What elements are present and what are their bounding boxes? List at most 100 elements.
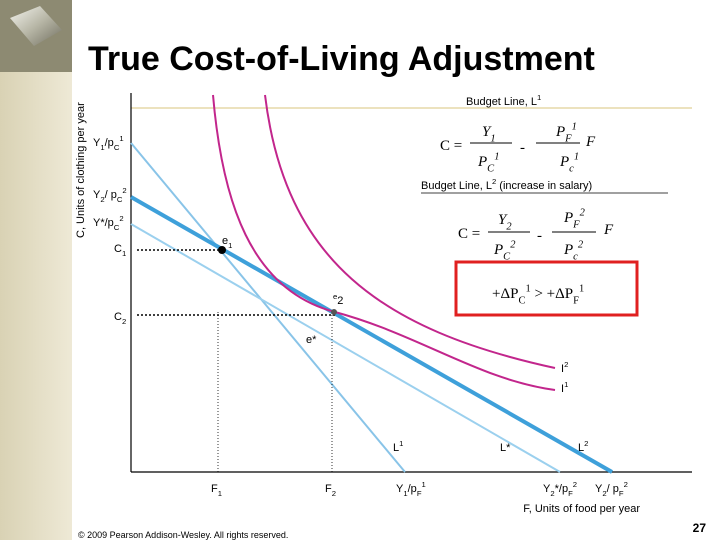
x-label: F1 <box>211 483 222 498</box>
text-part: P <box>563 210 573 226</box>
subscript: c <box>569 163 574 174</box>
content-bg <box>72 0 720 540</box>
text-part: / p <box>607 483 619 495</box>
indifference-curve-i2 <box>264 94 556 369</box>
point-label: e2 <box>333 292 343 307</box>
subscript: 2 <box>100 195 104 204</box>
superscript: 1 <box>537 93 541 102</box>
superscript: 2 <box>122 186 126 195</box>
subscript: C <box>503 251 511 262</box>
formula-term: Y1 <box>482 124 496 144</box>
subscript: C <box>117 195 123 204</box>
text-part: I <box>561 363 564 375</box>
formula-var: F <box>585 134 596 150</box>
subscript: c <box>573 251 578 262</box>
text-part: Y <box>482 124 492 140</box>
budget-line-label: Budget Line, L1 <box>466 93 541 108</box>
formula-lhs: C = <box>440 138 462 154</box>
superscript: 1 <box>564 380 568 389</box>
text-part: / p <box>105 189 117 201</box>
budget-line-label: Budget Line, L2 (increase in salary) <box>421 177 592 192</box>
superscript: 2 <box>564 360 568 369</box>
text-part: */p <box>555 483 568 495</box>
x-label: Y2/ pF2 <box>595 480 628 498</box>
subscript: F <box>619 489 624 498</box>
x-label: Y2*/pF2 <box>543 480 577 498</box>
text-part: P <box>563 242 573 258</box>
point-e1 <box>218 246 226 254</box>
y-label: C1 <box>114 243 126 258</box>
slide-title: True Cost-of-Living Adjustment <box>88 40 595 78</box>
superscript: 2 <box>584 439 588 448</box>
text-part: Budget Line, L <box>421 180 492 192</box>
text-part: /p <box>408 483 417 495</box>
subscript: 1 <box>490 133 495 144</box>
text-part: P <box>493 242 503 258</box>
text-part: L* <box>500 442 511 454</box>
text-part: > +ΔP <box>531 286 573 302</box>
subscript: 2 <box>550 489 554 498</box>
text-part: Y <box>543 483 551 495</box>
superscript: 1 <box>574 151 579 162</box>
superscript: 1 <box>525 283 530 294</box>
subscript: F <box>572 219 580 230</box>
highlight-box <box>454 260 639 317</box>
subscript: 1 <box>100 143 104 152</box>
point-e2 <box>331 309 337 315</box>
subscript: 1 <box>218 489 222 498</box>
text-part: e* <box>306 334 317 346</box>
point-label: e* <box>306 334 317 346</box>
subscript: 1 <box>122 249 126 258</box>
superscript: 1 <box>119 134 123 143</box>
text-part: Y <box>595 483 603 495</box>
superscript: 2 <box>624 480 628 489</box>
curve-label: I2 <box>561 360 568 375</box>
text-part: Y <box>396 483 404 495</box>
text-part: P <box>555 124 565 140</box>
text-part: Y <box>93 137 101 149</box>
text-part: Y <box>498 212 508 228</box>
formula-minus: - <box>520 140 525 156</box>
text-part: C <box>114 311 122 323</box>
formula-term: PC2 <box>493 239 516 262</box>
subscript: 2 <box>122 317 126 326</box>
formula: C = Y2 PC2 - PF2 Pc2 F <box>458 207 614 262</box>
subscript: 2 <box>506 221 512 232</box>
text-part: L <box>393 442 399 454</box>
text-part: C <box>114 243 122 255</box>
line-label: L1 <box>393 439 403 454</box>
y-label: Y*/pC2 <box>93 214 124 232</box>
subscript: 1 <box>403 489 407 498</box>
superscript: 2 <box>510 239 516 250</box>
x-axis-label: F, Units of food per year <box>523 503 640 515</box>
text-part: L <box>578 442 584 454</box>
formula-minus: - <box>537 228 542 244</box>
subscript: F <box>573 295 579 306</box>
formula-term: PF1 <box>555 121 577 144</box>
point-label: e1 <box>222 235 232 250</box>
line-label: L* <box>500 442 511 454</box>
subscript: C <box>518 295 525 306</box>
subscript: F <box>568 489 573 498</box>
text-part: /p <box>105 137 114 149</box>
cube-image <box>10 6 62 46</box>
text-part: I <box>561 383 564 395</box>
line-label: L2 <box>578 439 588 454</box>
formula-term: PF2 <box>563 207 586 230</box>
y-label: Y1/pC1 <box>93 134 124 152</box>
subscript: C <box>114 223 120 232</box>
text-part: e <box>222 235 228 247</box>
formula-term: Pc2 <box>563 239 584 262</box>
x-label: F2 <box>325 483 336 498</box>
superscript: 1 <box>572 121 577 132</box>
text-part: F <box>325 483 332 495</box>
text-part: (increase in salary) <box>496 180 592 192</box>
side-strip <box>0 0 72 540</box>
text-part: +ΔP <box>492 286 518 302</box>
text-part: 2 <box>337 295 343 307</box>
y-axis-label: C, Units of clothing per year <box>75 102 87 238</box>
superscript: 2 <box>119 214 123 223</box>
footer: © 2009 Pearson Addison-Wesley. All right… <box>78 530 288 540</box>
